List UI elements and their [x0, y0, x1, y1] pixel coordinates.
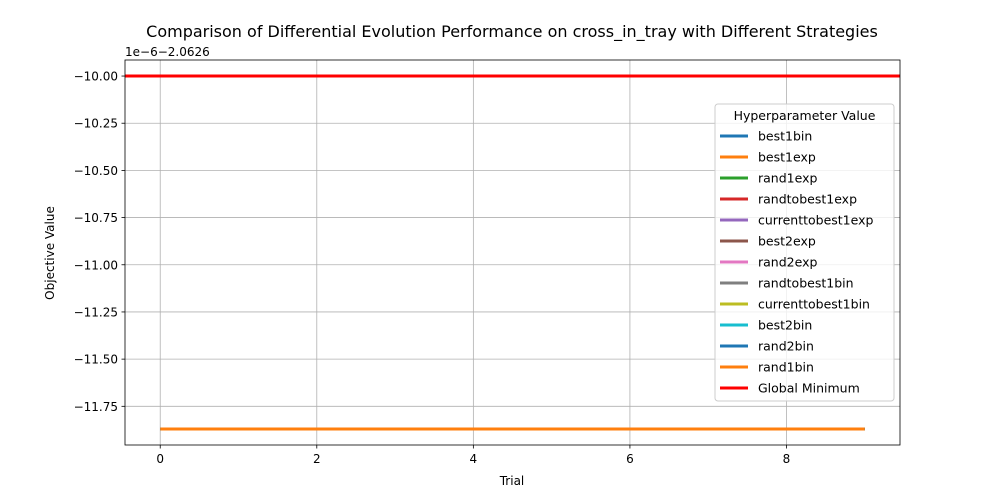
legend-entry-label: Global Minimum — [758, 381, 860, 396]
legend-entry-label: rand1bin — [758, 360, 814, 375]
x-tick-label: 6 — [626, 452, 634, 466]
y-tick-label: −11.00 — [74, 258, 118, 272]
legend-entry-label: rand2exp — [758, 255, 817, 270]
legend-entry-label: randtobest1bin — [758, 276, 854, 291]
y-tick-label: −10.00 — [74, 70, 118, 84]
x-tick-label: 8 — [783, 452, 791, 466]
legend-box — [714, 103, 895, 402]
legend-entry-label: best2exp — [758, 234, 816, 249]
y-offset-label: 1e−6−2.0626 — [125, 45, 210, 59]
y-tick-label: −10.25 — [74, 117, 118, 131]
chart-title: Comparison of Differential Evolution Per… — [146, 22, 878, 42]
y-tick-label: −11.25 — [74, 305, 118, 319]
legend: Hyperparameter Value best1bin best1exp rand… — [714, 103, 895, 402]
legend-entry-label: currenttobest1bin — [758, 297, 870, 312]
legend-entry-label: best2bin — [758, 318, 812, 333]
legend-entry-label: best1bin — [758, 129, 812, 144]
legend-entry-label: randtobest1exp — [758, 192, 857, 207]
legend-entry-label: currenttobest1exp — [758, 213, 874, 228]
legend-entry-label: rand2bin — [758, 339, 814, 354]
legend-entry-label: best1exp — [758, 150, 816, 165]
y-tick-label: −10.50 — [74, 164, 118, 178]
x-tick-label: 4 — [470, 452, 478, 466]
plot-frame — [124, 59, 901, 446]
series-lines — [125, 74, 900, 431]
y-axis-label: Objective Value — [43, 206, 57, 300]
y-tick-label: −11.75 — [74, 400, 118, 414]
legend-entry-label: rand1exp — [758, 171, 817, 186]
y-tick-label: −10.75 — [74, 211, 118, 225]
x-tick-label: 0 — [156, 452, 164, 466]
x-axis-label: Trial — [499, 474, 525, 488]
y-tick-label: −11.50 — [74, 353, 118, 367]
x-tick-label: 2 — [313, 452, 321, 466]
axes: 0 2 4 6 8 −10.00 −10.25 −10.50 −10.75 −11.00 −11.2… — [74, 59, 901, 466]
legend-title: Hyperparameter Value — [734, 108, 876, 123]
